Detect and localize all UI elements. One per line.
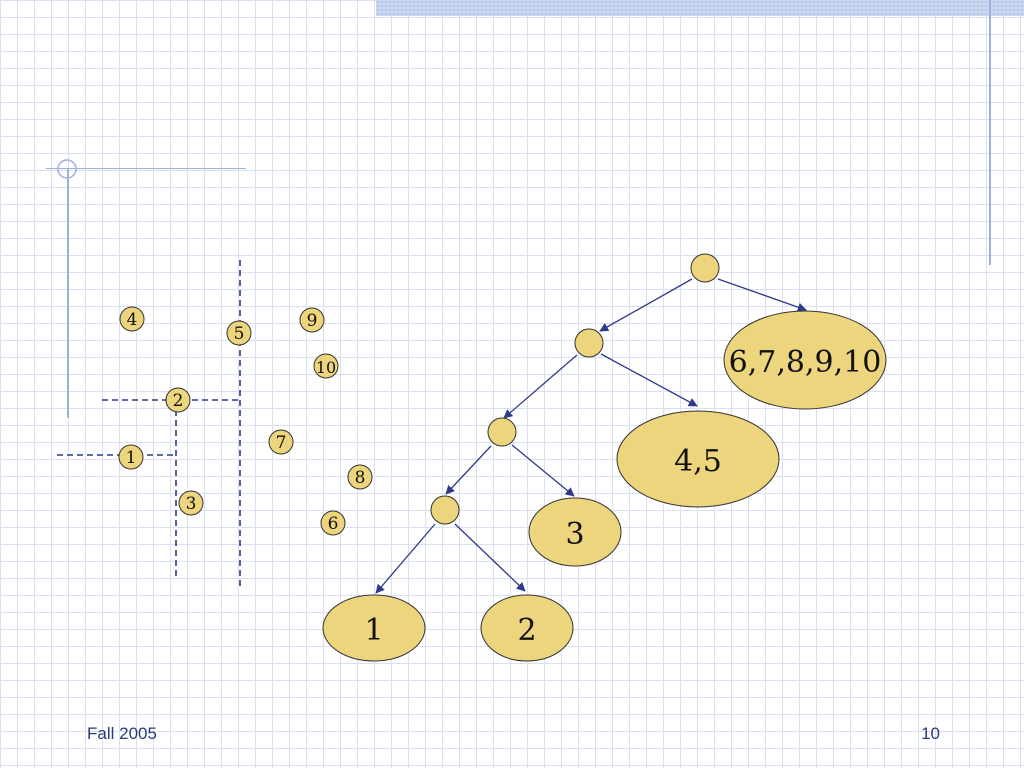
leaf-label: 1 <box>364 613 383 648</box>
point-label: 8 <box>355 468 366 488</box>
footer-page-number: 10 <box>921 724 940 743</box>
slide-title-rule <box>46 168 246 169</box>
point-3: 3 <box>178 490 204 516</box>
point-5: 5 <box>226 320 252 346</box>
slide-right-rule <box>989 0 991 265</box>
point-9: 9 <box>299 307 325 333</box>
edge-node-2-to-leaf-4-5 <box>600 353 698 407</box>
point-7: 7 <box>268 429 294 455</box>
tree-node-level-3 <box>487 417 517 447</box>
tree-node-level-4 <box>430 495 460 525</box>
sample-points: 1 2 3 4 5 6 7 8 <box>118 306 373 536</box>
tree-root-node <box>690 253 720 283</box>
leaf-label: 6,7,8,9,10 <box>729 345 882 380</box>
tree-leaves: 6,7,8,9,10 4,5 3 1 2 <box>322 310 887 662</box>
leaf-label: 4,5 <box>674 444 722 479</box>
leaf-2: 2 <box>480 594 574 662</box>
title-crosshair-icon <box>57 159 77 179</box>
edge-root-to-leaf-6-10 <box>717 278 807 312</box>
point-label: 10 <box>316 358 336 377</box>
point-8: 8 <box>347 464 373 490</box>
point-2: 2 <box>165 387 191 413</box>
point-label: 4 <box>127 310 138 330</box>
edge-node-3-to-leaf-3 <box>511 444 575 497</box>
point-label: 5 <box>234 324 245 344</box>
point-label: 2 <box>173 391 184 411</box>
point-10: 10 <box>313 353 339 379</box>
edge-node-3-to-node-4 <box>445 445 492 495</box>
tree-node-level-2 <box>574 328 604 358</box>
edge-node-4-to-leaf-2 <box>454 523 526 592</box>
top-banner-pattern <box>376 0 1024 16</box>
edge-root-to-node-2 <box>599 278 693 332</box>
point-label: 9 <box>307 311 318 331</box>
point-4: 4 <box>119 306 145 332</box>
leaf-3: 3 <box>528 497 622 567</box>
point-label: 7 <box>276 433 287 453</box>
leaf-label: 3 <box>565 517 584 552</box>
footer-date: Fall 2005 <box>87 724 157 743</box>
point-label: 1 <box>126 448 137 468</box>
point-6: 6 <box>320 510 346 536</box>
point-label: 6 <box>328 514 339 534</box>
tree-internal-nodes <box>430 253 720 525</box>
tree-edges <box>375 278 807 594</box>
point-label: 3 <box>186 494 197 514</box>
leaf-label: 2 <box>517 613 536 648</box>
leaf-4-5: 4,5 <box>616 410 780 508</box>
point-1: 1 <box>118 444 144 470</box>
leaf-6-7-8-9-10: 6,7,8,9,10 <box>723 310 887 410</box>
slide-left-rule <box>67 168 69 418</box>
edge-node-2-to-node-3 <box>503 354 578 419</box>
leaf-1: 1 <box>322 594 426 662</box>
partition-lines <box>57 260 241 590</box>
edge-node-4-to-leaf-1 <box>375 523 436 594</box>
